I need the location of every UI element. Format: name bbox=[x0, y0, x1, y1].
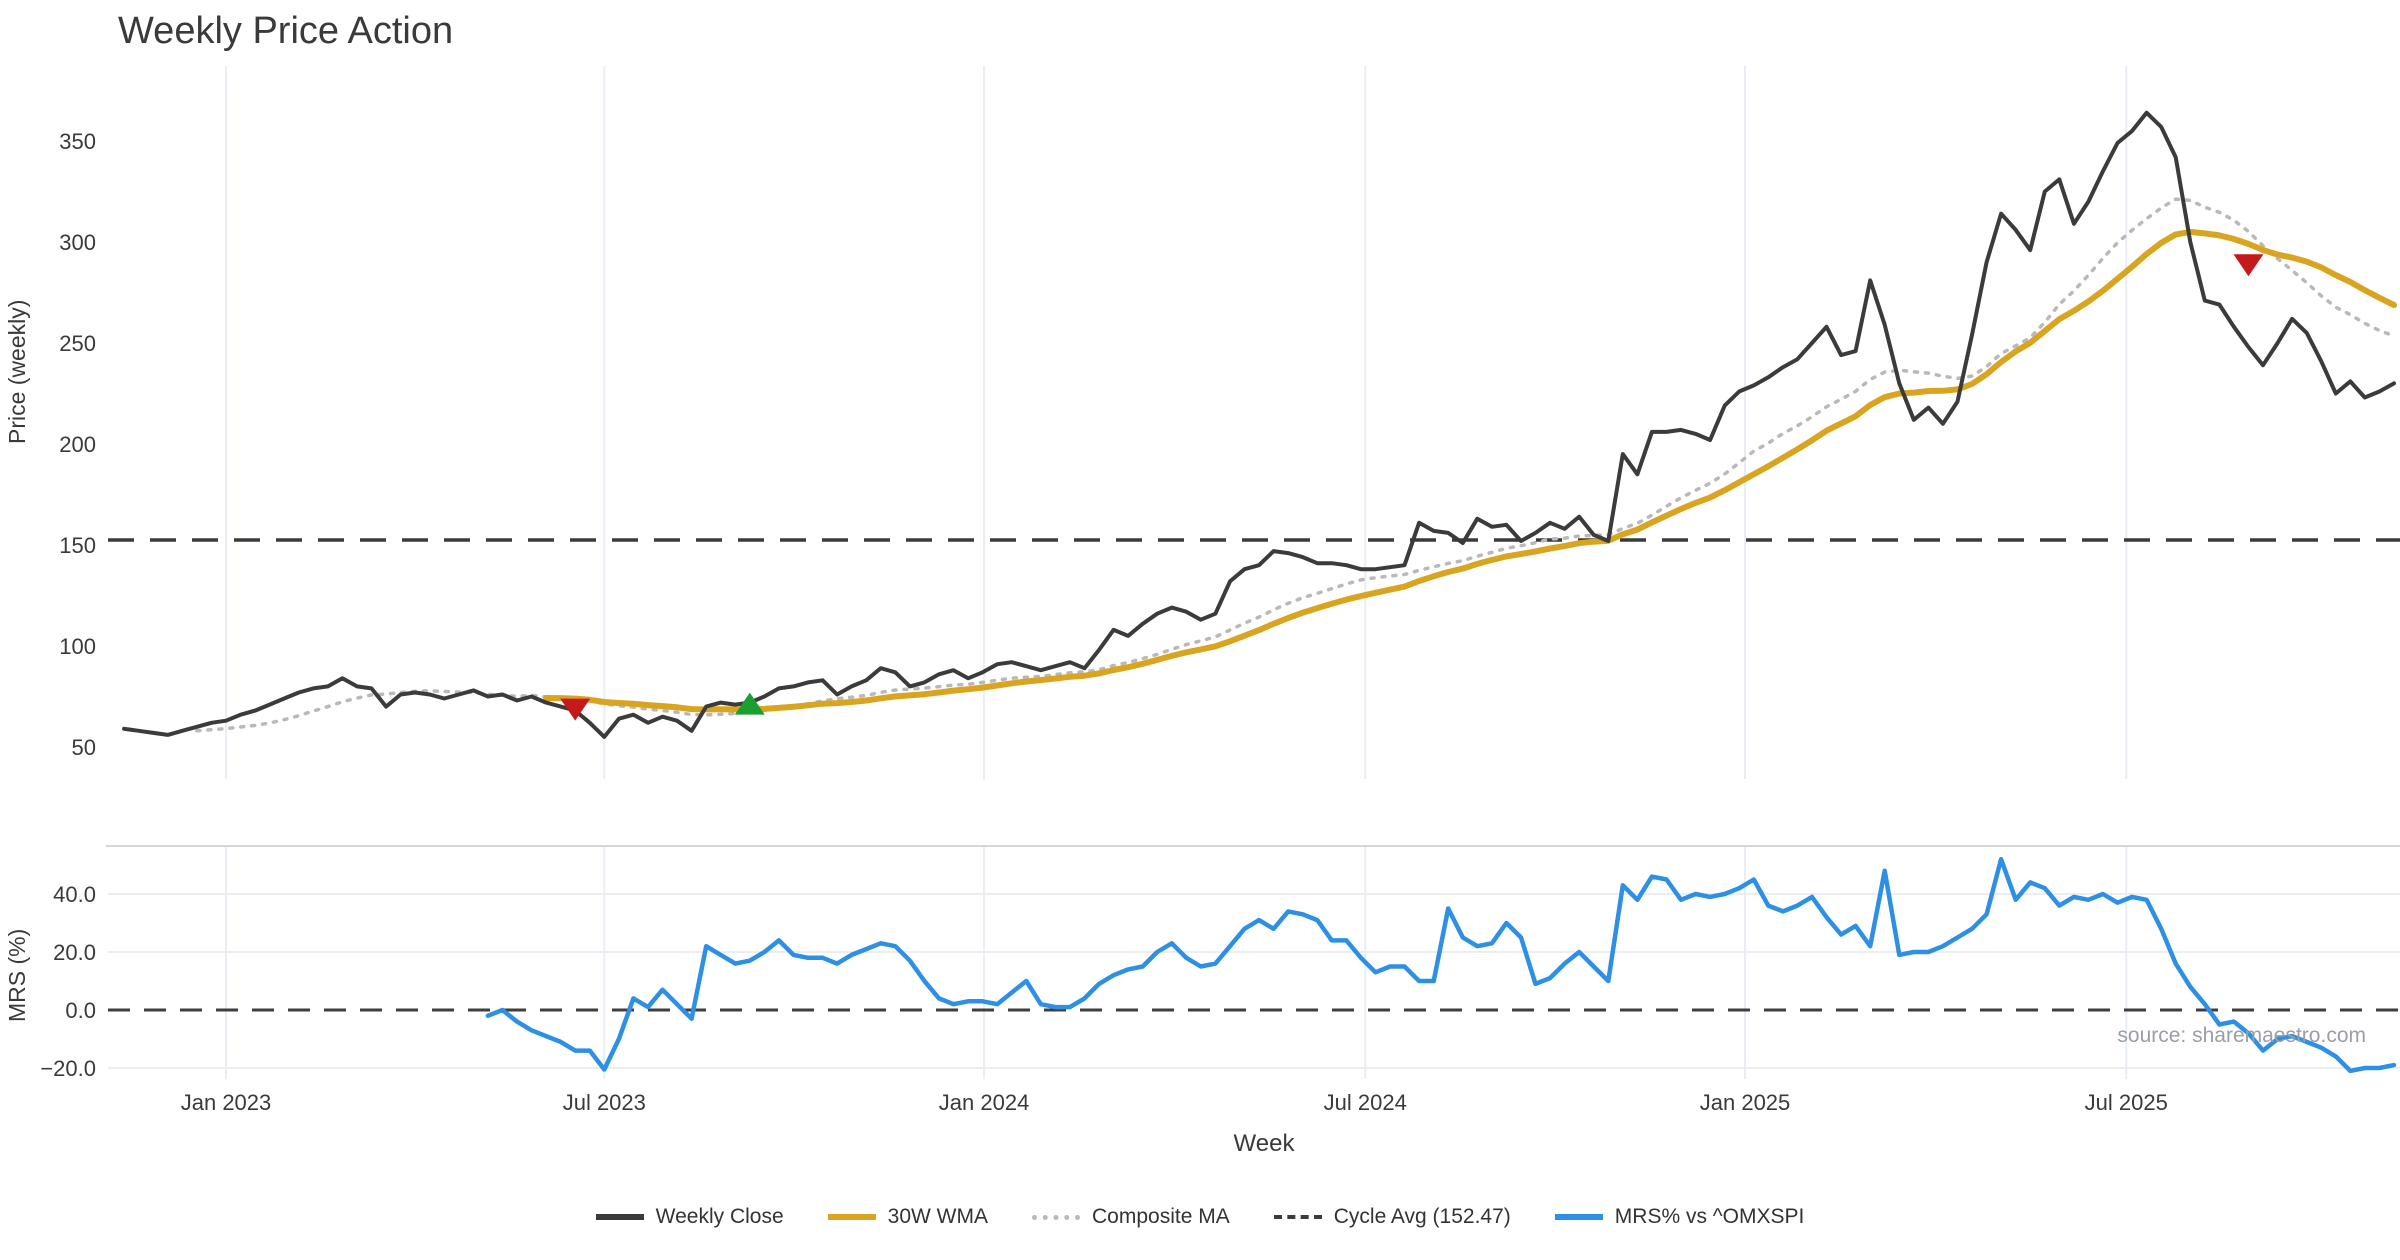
legend-swatch bbox=[595, 1214, 644, 1220]
x-tick-label: Jan 2023 bbox=[181, 1090, 272, 1115]
x-axis-label: Week bbox=[1233, 1130, 1295, 1157]
mrs-tick-label: −20.0 bbox=[40, 1056, 96, 1081]
weekly-close-line bbox=[122, 110, 2396, 739]
x-tick-label: Jan 2025 bbox=[1700, 1090, 1791, 1115]
x-tick-label: Jul 2024 bbox=[1324, 1090, 1407, 1115]
price-tick-label: 350 bbox=[59, 129, 96, 154]
legend-swatch bbox=[1032, 1214, 1081, 1220]
legend-item: Weekly Close bbox=[595, 1205, 784, 1229]
wma-30w-line bbox=[543, 228, 2397, 713]
composite-ma-line bbox=[195, 197, 2396, 733]
x-tick-label: Jan 2024 bbox=[939, 1090, 1030, 1115]
sell-signal-marker bbox=[560, 698, 591, 721]
price-tick-label: 150 bbox=[59, 533, 96, 558]
x-tick-label: Jul 2023 bbox=[563, 1090, 646, 1115]
price-tick-label: 200 bbox=[59, 432, 96, 457]
legend-swatch bbox=[1273, 1215, 1322, 1219]
legend-item: Cycle Avg (152.47) bbox=[1273, 1205, 1511, 1229]
buy-signal-marker bbox=[734, 692, 765, 715]
price-tick-label: 300 bbox=[59, 230, 96, 255]
sell-signal-marker bbox=[2233, 254, 2264, 277]
chart-legend: Weekly Close 30W WMA Composite MA Cycle Avg… bbox=[0, 1205, 2400, 1229]
price-tick-label: 100 bbox=[59, 634, 96, 659]
price-tick-label: 50 bbox=[72, 735, 96, 760]
legend-label: 30W WMA bbox=[887, 1205, 989, 1228]
legend-swatch bbox=[827, 1214, 876, 1220]
mrs-line bbox=[485, 856, 2397, 1074]
legend-item: MRS% vs ^OMXSPI bbox=[1554, 1205, 1805, 1229]
legend-label: Composite MA bbox=[1092, 1205, 1230, 1228]
legend-swatch bbox=[1554, 1214, 1603, 1220]
legend-label: Cycle Avg (152.47) bbox=[1333, 1205, 1511, 1228]
legend-label: MRS% vs ^OMXSPI bbox=[1614, 1205, 1805, 1228]
price-tick-label: 250 bbox=[59, 331, 96, 356]
legend-label: Weekly Close bbox=[655, 1205, 784, 1228]
legend-item: 30W WMA bbox=[827, 1205, 989, 1229]
source-attribution: source: sharemaestro.com bbox=[2117, 1024, 2366, 1047]
legend-item: Composite MA bbox=[1032, 1205, 1230, 1229]
chart-title: Weekly Price Action bbox=[118, 10, 454, 52]
mrs-tick-label: 0.0 bbox=[65, 998, 96, 1023]
x-tick-label: Jul 2025 bbox=[2085, 1090, 2168, 1115]
mrs-tick-label: 20.0 bbox=[53, 940, 96, 965]
mrs-tick-label: 40.0 bbox=[53, 882, 96, 907]
